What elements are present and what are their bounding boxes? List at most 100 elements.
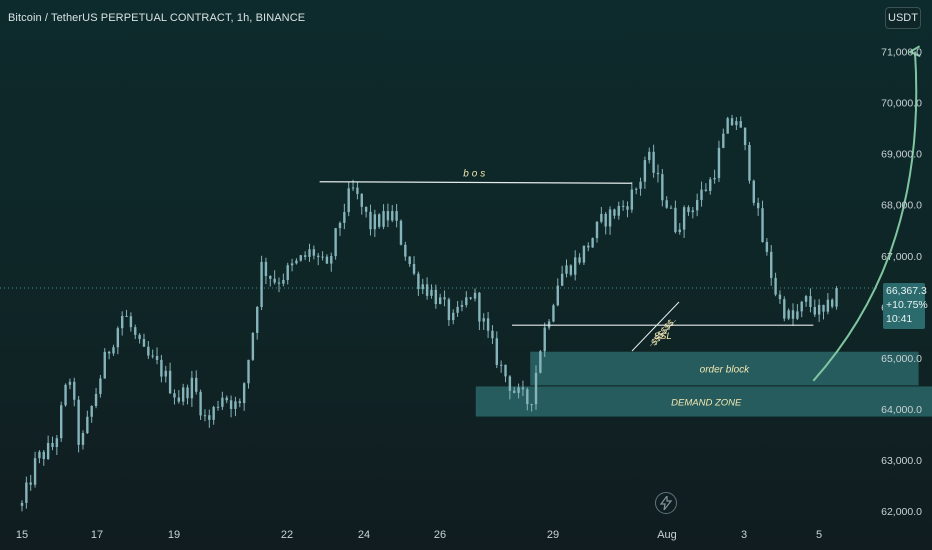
candle-body [595, 221, 599, 239]
candle-body [382, 211, 385, 227]
x-tick-label: 15 [16, 529, 28, 541]
y-tick-label: 68,000.0 [881, 200, 922, 212]
candle-body [412, 264, 416, 274]
candle-body [656, 172, 660, 175]
candle-body [787, 310, 790, 319]
candle-body [460, 305, 464, 307]
candle-body [186, 387, 189, 399]
time-axis[interactable]: 15 17 19 22 24 26 29 Aug 3 5 [16, 529, 822, 541]
candle-body [256, 306, 259, 333]
candle-body [608, 209, 612, 227]
candle-body [809, 296, 812, 308]
candle-body [360, 193, 363, 207]
candle-body [482, 318, 485, 322]
y-tick-label: 62,000.0 [881, 506, 922, 518]
candle-body [613, 209, 616, 216]
price-change-value: +10.75% [886, 299, 928, 311]
candle-body [543, 327, 546, 352]
candle-body [722, 133, 725, 148]
candle-body [107, 351, 111, 354]
y-tick-label: 70,000.0 [881, 98, 922, 110]
candle-body [216, 406, 220, 408]
order-block-label: order block [700, 365, 750, 376]
candle-body [752, 180, 756, 203]
current-price-value: 66,367.3 [886, 285, 927, 297]
candle-body [38, 451, 41, 459]
candle-body [290, 263, 294, 266]
candle-body [116, 328, 120, 348]
bos-line[interactable] [319, 181, 632, 184]
lightning-icon[interactable] [655, 492, 677, 514]
candle-body [33, 458, 37, 485]
candle-body [81, 433, 85, 445]
bar-countdown-value: 10:41 [886, 313, 913, 325]
currency-button[interactable]: USDT [885, 7, 921, 29]
candle-body [29, 482, 32, 485]
candle-body [90, 406, 93, 417]
liquidity-label: $$$$$$ [648, 317, 676, 348]
candle-body [604, 213, 607, 227]
candle-body [229, 400, 233, 409]
candle-body [199, 391, 202, 416]
candle-body [86, 416, 89, 434]
candle-body [473, 292, 477, 299]
candle-body [421, 284, 424, 290]
candle-body [112, 347, 115, 354]
candle-body [386, 211, 390, 221]
x-tick-label: 26 [434, 529, 446, 541]
candle-body [399, 220, 403, 245]
candle-body [748, 145, 751, 181]
candle-body [347, 188, 350, 213]
candle-body [125, 315, 128, 317]
candle-body [212, 406, 215, 420]
x-tick-label: 24 [358, 529, 370, 541]
candle-body [299, 255, 302, 261]
projection-arrow[interactable] [812, 52, 916, 382]
candle-body [94, 393, 98, 407]
candle-body [42, 451, 45, 459]
x-tick-label: Aug [657, 529, 677, 541]
candle-body [517, 387, 520, 393]
candle-body [587, 245, 590, 248]
candle-body [539, 351, 542, 373]
candle-body [652, 151, 655, 173]
candle-body [582, 245, 586, 263]
candle-body [456, 306, 459, 313]
order-block-rect[interactable] [530, 351, 919, 386]
candle-body [308, 249, 311, 257]
candle-body [447, 299, 451, 321]
candle-body [364, 206, 368, 212]
candle-body [508, 376, 512, 391]
candle-body [778, 294, 782, 300]
candle-body [195, 377, 198, 392]
candle-body [160, 359, 163, 377]
candle-body [234, 401, 237, 409]
candle-body [713, 178, 716, 180]
candle-body [373, 214, 377, 230]
candle-body [804, 296, 808, 302]
candle-body [73, 381, 76, 400]
liquidity-trendline[interactable] [631, 301, 680, 352]
candle-body [547, 321, 551, 328]
candle-body [661, 174, 664, 201]
demand-zone-rect[interactable] [475, 386, 932, 417]
candle-body [417, 273, 420, 290]
candle-body [242, 383, 246, 404]
candle-body [504, 364, 507, 377]
candle-body [565, 265, 568, 274]
candle-body [691, 210, 695, 213]
candle-body [634, 188, 638, 190]
candle-body [513, 390, 516, 393]
candle-body [151, 355, 154, 357]
candle-body [443, 297, 446, 300]
candle-body [134, 327, 137, 335]
candle-body [404, 244, 407, 257]
candle-body [334, 228, 337, 257]
candle-body [639, 181, 642, 189]
candle-body [377, 214, 381, 227]
candle-body [743, 127, 747, 146]
x-tick-label: 29 [547, 529, 559, 541]
candle-body [325, 256, 329, 264]
candle-body [491, 330, 494, 339]
